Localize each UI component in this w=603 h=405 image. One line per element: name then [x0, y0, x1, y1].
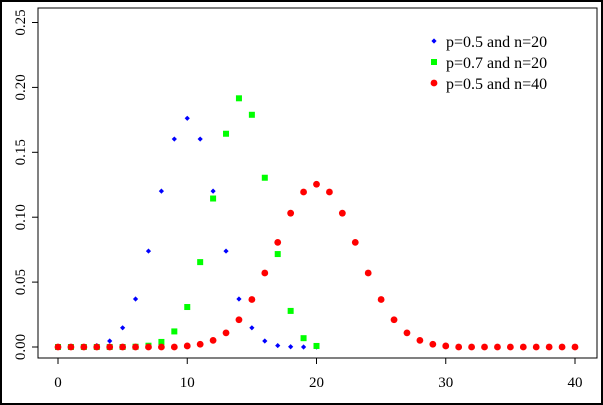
data-point — [197, 259, 204, 266]
x-tick-label: 0 — [54, 375, 62, 391]
x-tick-label: 20 — [309, 375, 324, 391]
x-tick-label: 40 — [568, 375, 583, 391]
data-point — [261, 269, 269, 277]
data-point — [171, 136, 177, 142]
data-point — [236, 296, 242, 302]
data-point — [571, 343, 579, 351]
data-point — [429, 340, 437, 348]
data-point — [249, 325, 255, 331]
data-point — [248, 111, 255, 118]
data-point — [223, 130, 230, 137]
axes: 0 10 20 30 40 0.00 0.05 0.10 0.15 0.20 0.25 — [13, 9, 583, 391]
data-point — [326, 188, 333, 196]
data-point — [184, 304, 191, 311]
data-point — [223, 248, 229, 254]
data-point — [403, 329, 411, 337]
data-point — [377, 296, 385, 303]
data-point — [158, 338, 165, 345]
y-tick-label: 0.15 — [13, 139, 29, 165]
data-point — [532, 343, 540, 351]
data-point — [287, 307, 294, 314]
data-point — [262, 338, 268, 344]
data-point — [209, 336, 217, 344]
data-point — [106, 343, 114, 351]
legend-label: p=0.7 and n=20 — [446, 55, 547, 72]
data-point — [170, 343, 178, 351]
data-point — [274, 238, 282, 246]
data-point — [197, 136, 203, 142]
data-point — [196, 340, 204, 348]
series-1 — [55, 115, 320, 350]
data-point — [274, 251, 281, 258]
data-point — [120, 325, 126, 331]
data-point — [171, 328, 178, 335]
data-point — [93, 343, 101, 351]
data-point — [132, 296, 139, 302]
data-point — [235, 95, 242, 102]
legend-marker — [430, 79, 438, 87]
legend-label: p=0.5 and n=20 — [446, 34, 547, 51]
data-point — [338, 209, 346, 217]
data-point — [275, 342, 281, 349]
data-point — [67, 343, 75, 351]
data-point — [107, 338, 113, 344]
y-tick-label: 0.05 — [13, 269, 29, 295]
data-point — [313, 342, 320, 349]
data-point — [184, 115, 190, 121]
data-point — [468, 343, 475, 351]
data-point — [132, 343, 139, 351]
data-point — [300, 344, 307, 350]
data-point — [351, 238, 359, 246]
data-point — [390, 316, 398, 324]
data-point — [494, 343, 501, 351]
data-point — [416, 336, 424, 344]
data-point — [145, 343, 152, 351]
data-point — [506, 343, 514, 351]
legend-label: p=0.5 and n=40 — [446, 76, 547, 93]
y-tick-label: 0.20 — [13, 74, 29, 100]
data-point — [287, 209, 295, 217]
data-point — [222, 329, 230, 337]
legend-marker — [431, 38, 437, 44]
data-point — [364, 269, 372, 277]
y-tick-label: 0.00 — [13, 334, 29, 360]
series-2 — [55, 95, 320, 350]
data-point — [313, 180, 320, 188]
data-point — [158, 343, 165, 351]
legend: p=0.5 and n=20 p=0.7 and n=20 p=0.5 and n=… — [430, 34, 547, 93]
x-tick-label: 10 — [180, 375, 195, 391]
data-point — [558, 343, 566, 351]
x-tick-label: 30 — [438, 375, 453, 391]
data-point — [261, 174, 268, 181]
data-point — [158, 188, 164, 194]
legend-marker — [431, 59, 437, 65]
data-point — [80, 343, 88, 351]
data-point — [455, 343, 463, 351]
series-3 — [54, 180, 579, 351]
data-point — [183, 342, 191, 350]
data-point — [442, 342, 450, 350]
data-point — [288, 344, 294, 350]
data-point — [545, 343, 553, 351]
data-point — [54, 343, 62, 351]
data-point — [481, 343, 488, 351]
data-points — [54, 95, 579, 351]
data-point — [210, 195, 217, 202]
y-tick-label: 0.25 — [13, 9, 29, 35]
data-point — [145, 248, 152, 254]
data-point — [519, 343, 527, 351]
data-point — [119, 343, 127, 351]
data-point — [300, 188, 307, 196]
plot-area-border — [37, 7, 598, 359]
data-point — [248, 296, 256, 303]
data-point — [210, 188, 216, 194]
data-point — [235, 316, 243, 324]
data-point — [300, 335, 307, 342]
y-tick-label: 0.10 — [13, 204, 29, 230]
